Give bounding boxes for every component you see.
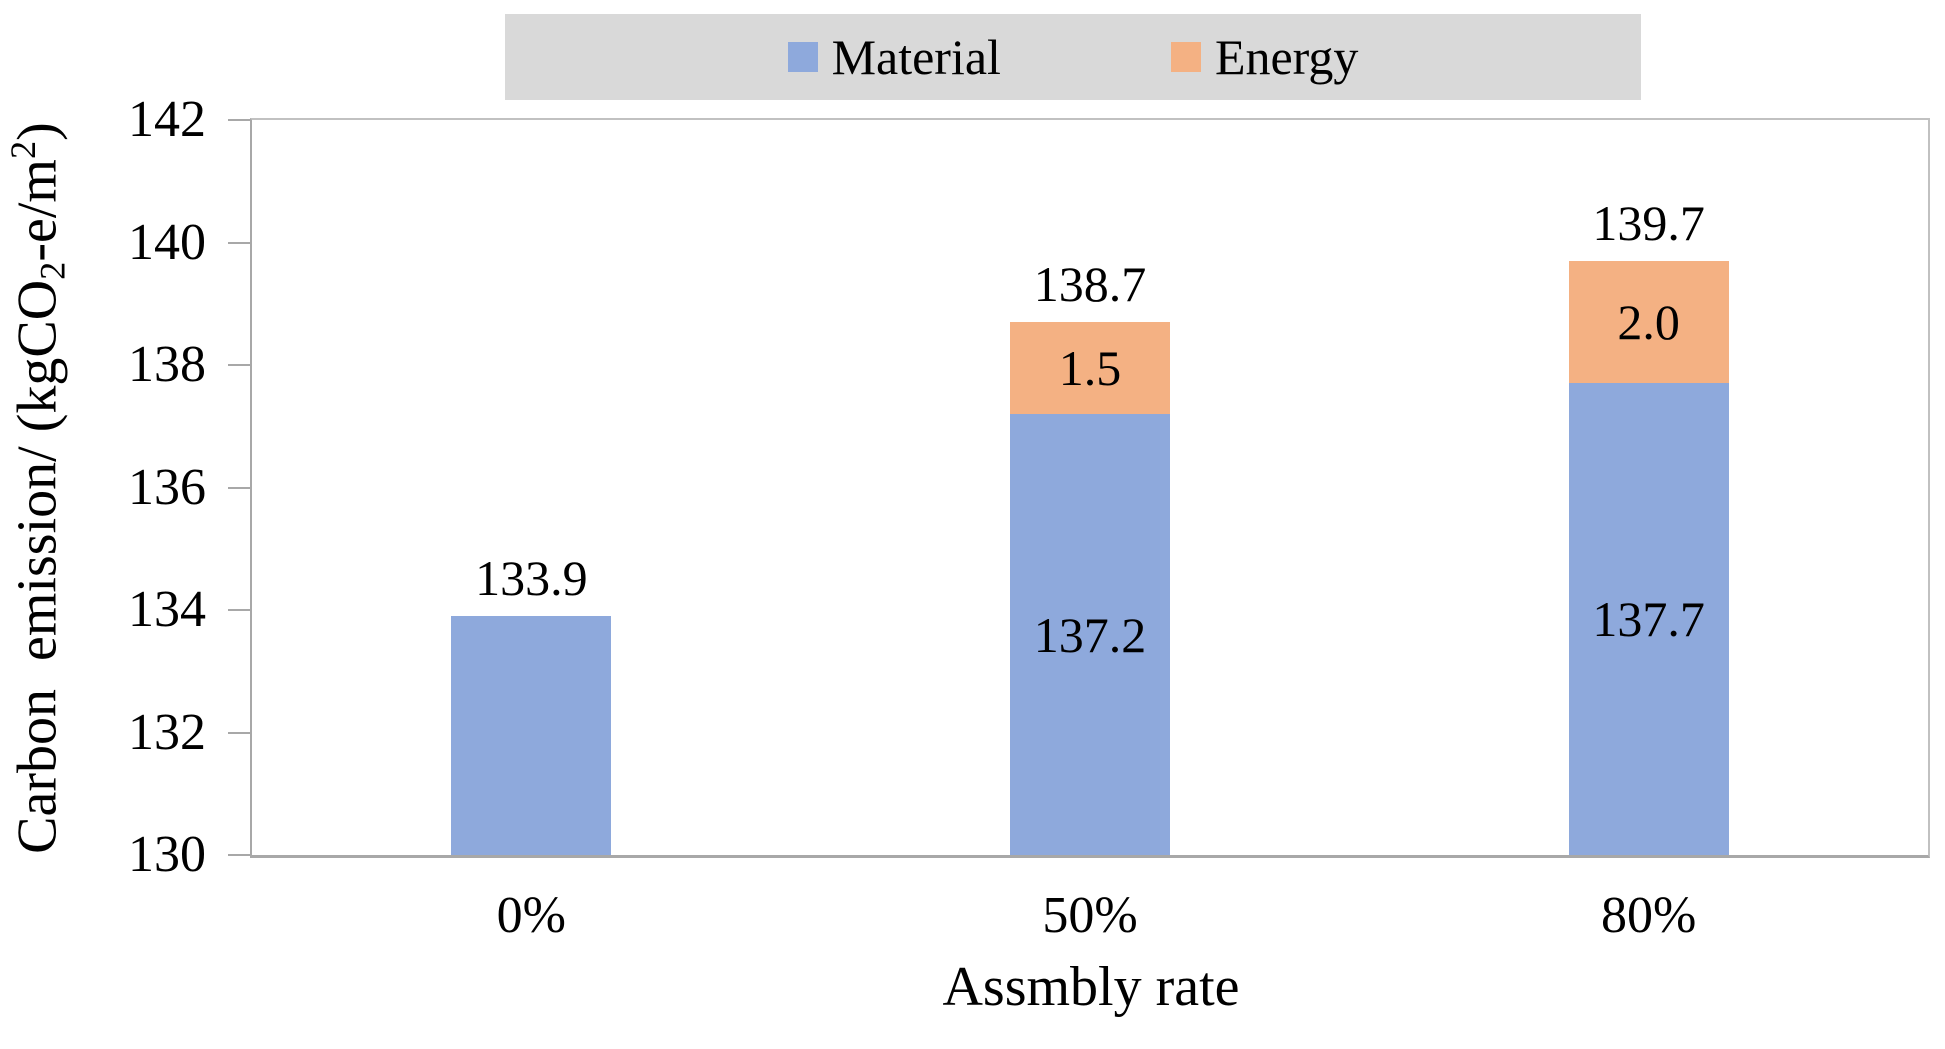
- bar-material-value-label: 137.2: [1033, 606, 1147, 663]
- bar-total-label: 138.7: [1033, 256, 1147, 313]
- y-tick-mark: [228, 486, 250, 489]
- y-tick-mark: [228, 364, 250, 366]
- bar-energy-value-label: 2.0: [1617, 294, 1680, 351]
- plot-area: 133.9 137.2 1.5 138.7 137.7 2.0 139.7: [250, 118, 1930, 858]
- x-tick-label-0%: 0%: [496, 887, 566, 944]
- y-tick-mark: [228, 119, 250, 121]
- bar-total-label: 133.9: [475, 550, 588, 607]
- y-tick-mark: [228, 241, 250, 244]
- bar-total-label: 139.7: [1592, 194, 1705, 251]
- bar-50%-energy-segment: 1.5: [1010, 322, 1170, 414]
- y-axis-title-part: 2: [3, 140, 44, 160]
- y-axis-title-part: Carbon emission/ (kgCO: [6, 279, 69, 854]
- bar-50%-material-segment: 137.2: [1010, 414, 1170, 855]
- x-tick-label-80%: 80%: [1600, 887, 1697, 944]
- bar-80%-energy-segment: 2.0: [1568, 260, 1729, 384]
- bar-material-value-label: 137.7: [1592, 591, 1705, 648]
- legend-item-material: Material: [787, 29, 1001, 85]
- x-axis-title: Assmbly rate: [942, 956, 1240, 1018]
- legend-swatch-energy: [1170, 42, 1201, 72]
- y-tick-label: 130: [128, 826, 206, 883]
- y-tick-mark: [228, 854, 250, 856]
- y-tick-mark: [228, 731, 250, 734]
- y-tick-label: 138: [128, 336, 206, 393]
- legend: Material Energy: [505, 14, 1641, 100]
- y-tick-label: 136: [128, 458, 206, 516]
- x-tick-label-50%: 50%: [1042, 887, 1138, 944]
- y-tick-label: 142: [128, 91, 206, 148]
- y-tick-label: 132: [128, 703, 206, 761]
- bar-energy-value-label: 1.5: [1058, 340, 1122, 397]
- y-tick-label: 134: [128, 581, 206, 638]
- y-tick-label: 140: [128, 213, 206, 271]
- bars-layer: 133.9 137.2 1.5 138.7 137.7 2.0 139.7: [252, 120, 1928, 855]
- legend-label-energy: Energy: [1214, 29, 1359, 85]
- legend-label-material: Material: [831, 29, 1001, 85]
- y-axis-title: Carbon emission/ (kgCO2-e/m2): [3, 122, 73, 854]
- y-axis-title-part: 2: [32, 261, 73, 280]
- bar-80%-material-segment: 137.7: [1568, 383, 1729, 855]
- y-tick-mark: [228, 609, 250, 611]
- legend-item-energy: Energy: [1170, 29, 1359, 85]
- legend-swatch-material: [787, 42, 818, 72]
- y-axis-title-part: ): [6, 122, 69, 141]
- bar-0%-material-segment: [451, 616, 612, 855]
- y-axis-title-part: -e/m: [6, 159, 69, 262]
